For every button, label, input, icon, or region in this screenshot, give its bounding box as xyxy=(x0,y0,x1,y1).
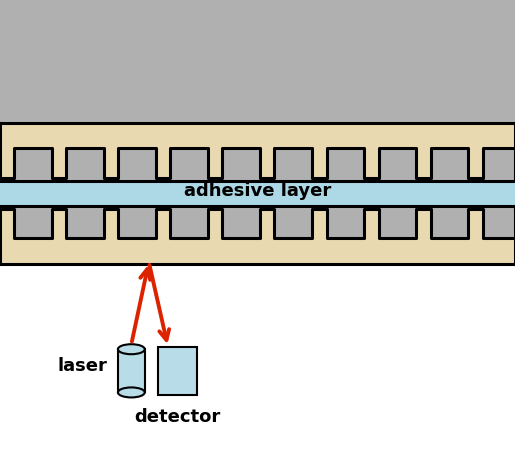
Polygon shape xyxy=(0,209,515,264)
Bar xyxy=(159,347,197,394)
Text: detector: detector xyxy=(134,409,221,426)
FancyArrowPatch shape xyxy=(149,265,169,340)
Bar xyxy=(118,349,145,392)
Text: adhesive layer: adhesive layer xyxy=(184,182,331,200)
Text: laser: laser xyxy=(58,357,108,375)
Polygon shape xyxy=(0,123,515,178)
Bar xyxy=(0,181,515,206)
Bar xyxy=(0,259,515,455)
Ellipse shape xyxy=(118,387,145,398)
FancyArrowPatch shape xyxy=(132,269,150,342)
Ellipse shape xyxy=(118,344,145,354)
Bar xyxy=(0,0,515,259)
